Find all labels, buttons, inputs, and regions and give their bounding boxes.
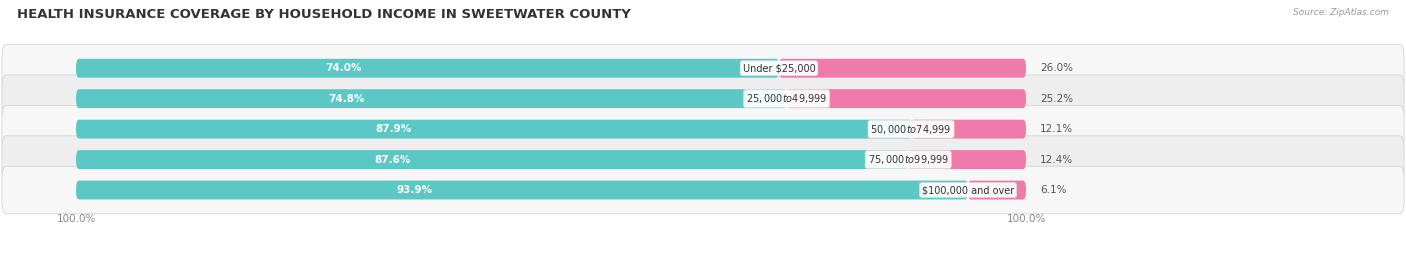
Text: Source: ZipAtlas.com: Source: ZipAtlas.com [1294, 8, 1389, 17]
Text: $75,000 to $99,999: $75,000 to $99,999 [868, 153, 949, 166]
FancyBboxPatch shape [908, 150, 1026, 169]
Text: 12.1%: 12.1% [1040, 124, 1073, 134]
FancyBboxPatch shape [1, 166, 1405, 214]
Text: 12.4%: 12.4% [1040, 155, 1073, 165]
FancyBboxPatch shape [786, 89, 1026, 108]
FancyBboxPatch shape [1, 75, 1405, 122]
FancyBboxPatch shape [76, 59, 779, 78]
FancyBboxPatch shape [779, 59, 1026, 78]
Text: $50,000 to $74,999: $50,000 to $74,999 [870, 123, 952, 136]
Text: 26.0%: 26.0% [1040, 63, 1073, 73]
FancyBboxPatch shape [1, 105, 1405, 153]
Text: 93.9%: 93.9% [396, 185, 433, 195]
FancyBboxPatch shape [1, 44, 1405, 92]
FancyBboxPatch shape [969, 180, 1026, 200]
Text: 6.1%: 6.1% [1040, 185, 1067, 195]
Text: 87.9%: 87.9% [375, 124, 412, 134]
Text: 74.8%: 74.8% [328, 94, 364, 104]
FancyBboxPatch shape [76, 89, 786, 108]
Text: HEALTH INSURANCE COVERAGE BY HOUSEHOLD INCOME IN SWEETWATER COUNTY: HEALTH INSURANCE COVERAGE BY HOUSEHOLD I… [17, 8, 631, 21]
Text: $100,000 and over: $100,000 and over [922, 185, 1014, 195]
FancyBboxPatch shape [911, 120, 1026, 139]
Text: 25.2%: 25.2% [1040, 94, 1073, 104]
Text: 74.0%: 74.0% [325, 63, 361, 73]
Text: $25,000 to $49,999: $25,000 to $49,999 [747, 92, 827, 105]
FancyBboxPatch shape [76, 150, 908, 169]
FancyBboxPatch shape [76, 180, 969, 200]
FancyBboxPatch shape [76, 120, 911, 139]
Text: 87.6%: 87.6% [374, 155, 411, 165]
FancyBboxPatch shape [1, 136, 1405, 183]
Text: Under $25,000: Under $25,000 [742, 63, 815, 73]
